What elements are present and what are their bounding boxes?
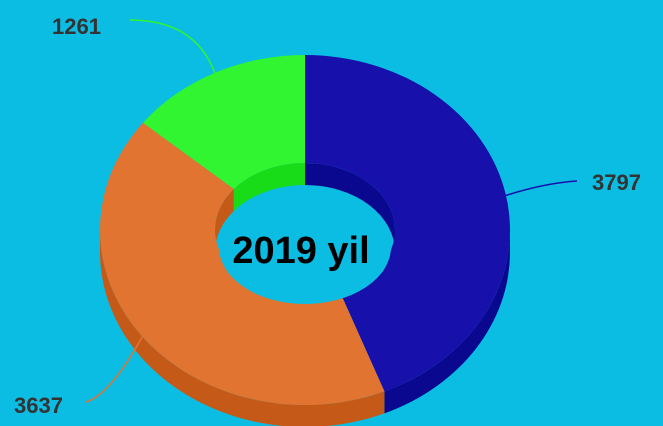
donut-side-walls [100, 230, 510, 426]
donut-inner-wall [305, 163, 395, 252]
center-label: 2019 yil [232, 230, 369, 272]
slice-value-label: 3637 [14, 393, 63, 418]
slice-labels: 3797 3637 1261 [14, 14, 641, 418]
donut-inner-walls [215, 163, 395, 252]
donut-hole [219, 190, 391, 304]
donut-slice [305, 55, 510, 392]
leader-line [505, 180, 578, 197]
leader-line [85, 336, 144, 403]
donut-side-wall [100, 230, 385, 426]
slice-value-label: 3797 [592, 170, 641, 195]
leader-lines [85, 19, 578, 403]
donut-top-faces [100, 55, 510, 406]
slice-value-label: 1261 [52, 14, 101, 39]
leader-line [129, 19, 216, 74]
donut-slice [142, 55, 305, 189]
donut-side-wall [384, 230, 510, 414]
donut-inner-wall [233, 163, 305, 211]
donut-slice [100, 122, 385, 406]
donut-inner-wall [215, 188, 234, 252]
